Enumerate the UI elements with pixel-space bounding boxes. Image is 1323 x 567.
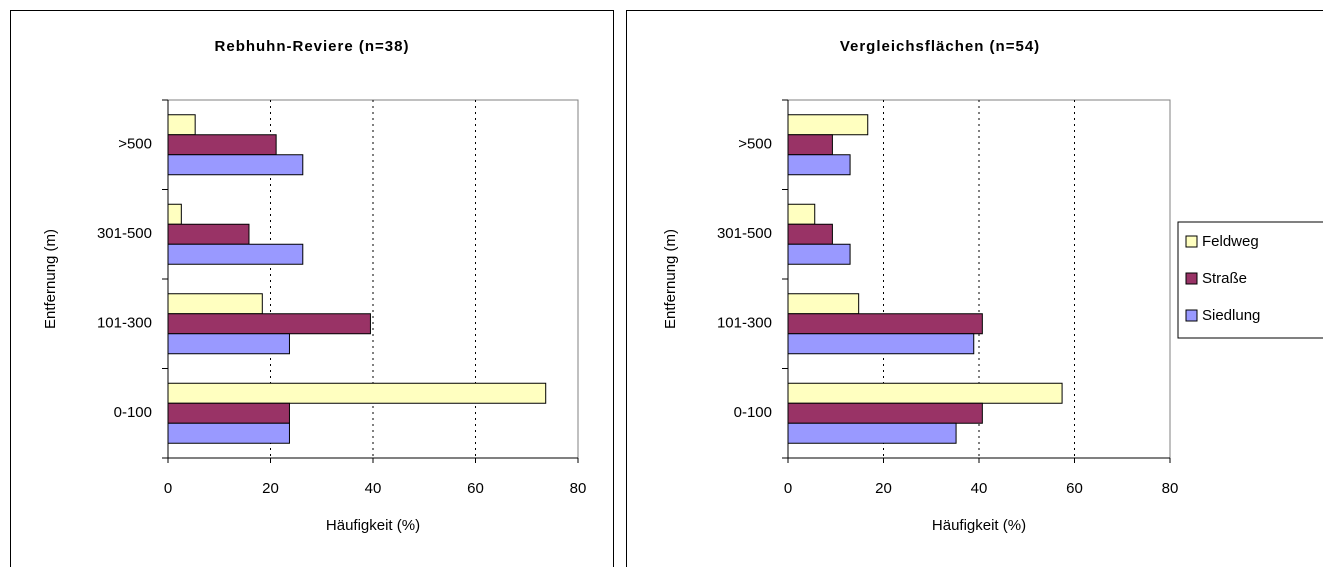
x-tick-label: 20 [875, 480, 892, 497]
y-tick-label: >500 [738, 136, 772, 153]
bar [787, 293, 860, 315]
bar [787, 223, 833, 245]
bar [787, 114, 869, 136]
x-axis-label: Häufigkeit (%) [326, 517, 420, 534]
bar [167, 313, 371, 335]
y-axis-label: Entfernung (m) [662, 229, 679, 329]
bar [787, 313, 983, 335]
legend-label: Siedlung [1202, 307, 1260, 324]
x-tick-label: 40 [971, 480, 988, 497]
legend-label: Straße [1202, 270, 1247, 287]
x-axis-label: Häufigkeit (%) [932, 517, 1026, 534]
bar [787, 243, 851, 265]
legend-swatch [1185, 272, 1198, 285]
y-tick-label: 101-300 [97, 315, 152, 332]
bar [167, 382, 547, 404]
x-tick-label: 60 [1066, 480, 1083, 497]
chart-title: Vergleichsflächen (n=54) [840, 38, 1040, 55]
bar [167, 134, 277, 156]
bar [167, 114, 196, 136]
chart-title: Rebhuhn-Reviere (n=38) [215, 38, 410, 55]
bar [167, 243, 304, 265]
bar [167, 293, 263, 315]
x-tick-label: 40 [365, 480, 382, 497]
bar [787, 402, 983, 424]
bar [787, 154, 851, 176]
x-tick-label: 0 [164, 480, 172, 497]
bar [167, 402, 290, 424]
x-tick-label: 20 [262, 480, 279, 497]
bar [167, 203, 182, 225]
y-tick-label: 301-500 [717, 225, 772, 242]
panel-border [10, 10, 614, 567]
x-tick-label: 80 [570, 480, 587, 497]
y-tick-label: >500 [118, 136, 152, 153]
bar [787, 134, 833, 156]
x-tick-label: 0 [784, 480, 792, 497]
legend-box [1177, 221, 1323, 339]
bar [787, 333, 975, 355]
y-axis-label: Entfernung (m) [42, 229, 59, 329]
y-tick-label: 101-300 [717, 315, 772, 332]
bar [787, 203, 816, 225]
legend-label: Feldweg [1202, 233, 1259, 250]
bar [787, 382, 1063, 404]
x-tick-label: 60 [467, 480, 484, 497]
bar [167, 154, 304, 176]
legend-swatch [1185, 309, 1198, 322]
bar [167, 422, 290, 444]
y-tick-label: 0-100 [734, 404, 772, 421]
bar [167, 333, 290, 355]
legend-swatch [1185, 235, 1198, 248]
x-tick-label: 80 [1162, 480, 1179, 497]
y-tick-label: 301-500 [97, 225, 152, 242]
bar [167, 223, 250, 245]
bar [787, 422, 957, 444]
panel-border [626, 10, 1323, 567]
y-tick-label: 0-100 [114, 404, 152, 421]
